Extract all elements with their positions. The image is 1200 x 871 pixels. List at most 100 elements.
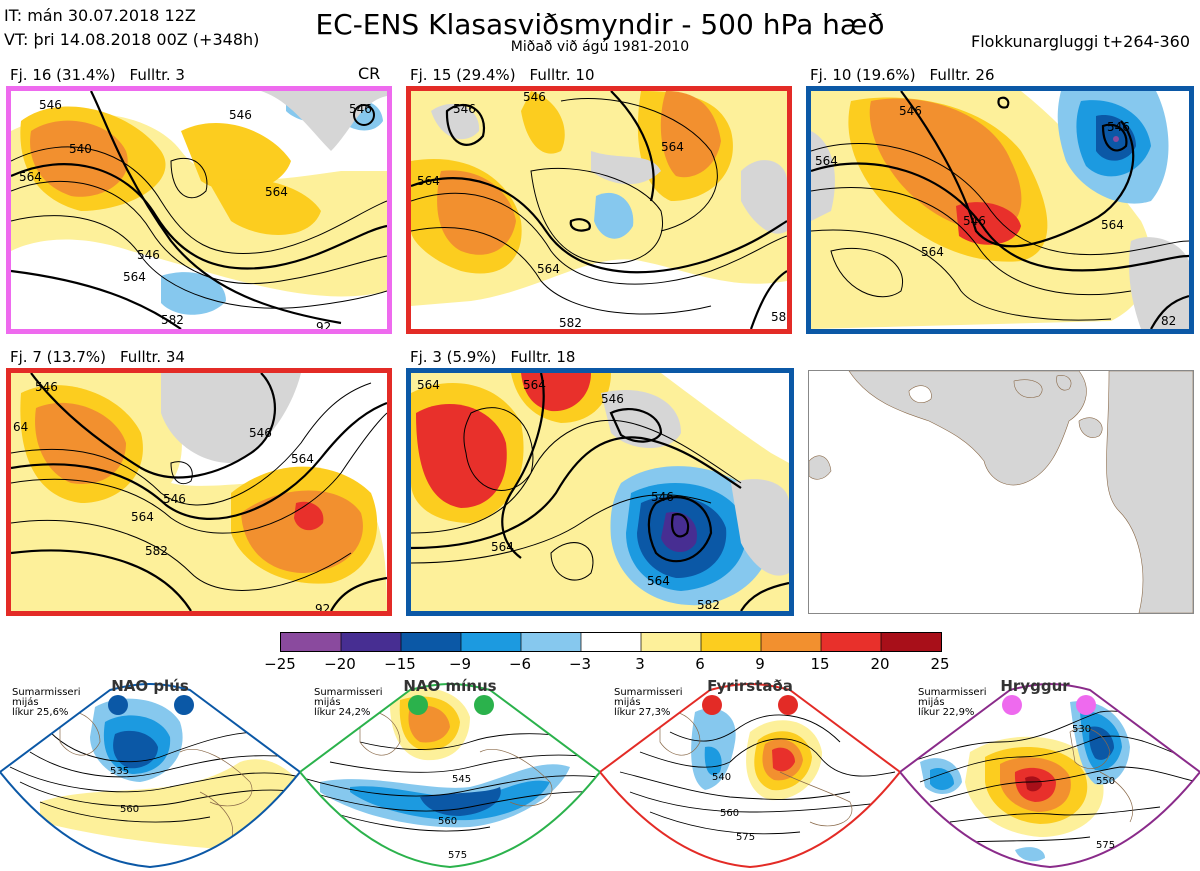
cluster-1-members: Fulltr. 3 bbox=[129, 66, 185, 84]
contour-label: 64 bbox=[13, 420, 28, 434]
cluster-4-label: Fj. 7 (13.7%) Fulltr. 34 bbox=[10, 348, 199, 366]
contour-label: 564 bbox=[1101, 218, 1124, 232]
regime-nao-minus: 545 560 575 NAO mínus Sumarmisseri mijás… bbox=[300, 672, 600, 871]
regime-season: Sumarmisseri bbox=[918, 687, 987, 698]
contour-label: 546 bbox=[899, 104, 922, 118]
contour-label: 564 bbox=[661, 140, 684, 154]
contour-label: 546 bbox=[349, 102, 372, 116]
regime-season: Sumarmisseri bbox=[614, 687, 683, 698]
regime-contour-label: 550 bbox=[1096, 776, 1115, 787]
cluster-1-tag: CR bbox=[358, 64, 381, 83]
contour-label: 92 bbox=[315, 602, 330, 611]
cluster-5-members: Fulltr. 18 bbox=[510, 348, 576, 366]
contour-label: 546 bbox=[453, 102, 476, 116]
color-bar-tick-label: −20 bbox=[324, 655, 356, 673]
contour-label: 546 bbox=[249, 426, 272, 440]
color-bar-tick-label: 9 bbox=[755, 655, 765, 673]
regime-meta: Sumarmisseri mijás líkur 27,3% bbox=[614, 688, 682, 718]
contour-label: 582 bbox=[697, 598, 720, 611]
color-bar-swatch bbox=[701, 633, 762, 651]
cluster-4-id: Fj. 7 (13.7%) bbox=[10, 348, 106, 366]
regime-contour-label: 560 bbox=[438, 816, 457, 827]
contour-label: 564 bbox=[921, 245, 944, 259]
valid-time: VT: þri 14.08.2018 00Z (+348h) bbox=[4, 30, 260, 49]
contour-label: 582 bbox=[145, 544, 168, 558]
color-bar-tick-label: −9 bbox=[448, 655, 472, 673]
contour-label: 546 bbox=[229, 108, 252, 122]
contour-label: 564 bbox=[647, 574, 670, 588]
regime-nao-plus: 535 560 NAO plús Sumarmisseri mijás líku… bbox=[0, 672, 300, 871]
color-bar-tick-label: 20 bbox=[870, 655, 890, 673]
contour-label: 564 bbox=[19, 170, 42, 184]
regime-probability: líkur 22,9% bbox=[918, 707, 975, 718]
color-bar-swatch bbox=[881, 633, 941, 651]
regime-probability: líkur 25,6% bbox=[12, 707, 69, 718]
regime-contour-label: 575 bbox=[1096, 840, 1115, 851]
regime-period: mijás bbox=[614, 697, 641, 708]
contour-label: 582 bbox=[559, 316, 582, 329]
regime-meta: Sumarmisseri mijás líkur 22,9% bbox=[918, 688, 986, 718]
cluster-1-label: Fj. 16 (31.4%) Fulltr. 3 bbox=[10, 66, 199, 84]
contour-label: 564 bbox=[417, 174, 440, 188]
color-bar-swatch bbox=[461, 633, 522, 651]
color-bar-swatch bbox=[641, 633, 702, 651]
contour-label: 564 bbox=[291, 452, 314, 466]
regime-meta: Sumarmisseri mijás líkur 25,6% bbox=[12, 688, 80, 718]
contour-label: 546 bbox=[1107, 120, 1130, 134]
regime-contour-label: 535 bbox=[110, 766, 129, 777]
cluster-4-members: Fulltr. 34 bbox=[120, 348, 185, 366]
contour-label: 546 bbox=[137, 248, 160, 262]
color-bar-tick-label: −25 bbox=[264, 655, 296, 673]
cluster-5-id: Fj. 3 (5.9%) bbox=[410, 348, 497, 366]
cluster-2-members: Fulltr. 10 bbox=[529, 66, 595, 84]
contour-label: 564 bbox=[417, 378, 440, 392]
contour-label: 582 bbox=[161, 313, 184, 327]
regime-contour-label: 560 bbox=[720, 808, 739, 819]
contour-label: 546 bbox=[651, 490, 674, 504]
contour-label: 564 bbox=[265, 185, 288, 199]
cluster-2-label: Fj. 15 (29.4%) Fulltr. 10 bbox=[410, 66, 609, 84]
cluster-3-label: Fj. 10 (19.6%) Fulltr. 26 bbox=[810, 66, 1009, 84]
contour-label: 92 bbox=[316, 320, 331, 329]
cluster-5-label: Fj. 3 (5.9%) Fulltr. 18 bbox=[410, 348, 589, 366]
color-bar-tick-label: 6 bbox=[695, 655, 705, 673]
regime-row: 535 560 NAO plús Sumarmisseri mijás líku… bbox=[0, 672, 1200, 871]
color-bar-tick-label: 3 bbox=[635, 655, 645, 673]
regime-period: mijás bbox=[918, 697, 945, 708]
page-title: EC-ENS Klasasviðsmyndir - 500 hPa hæð bbox=[315, 8, 885, 41]
page-subtitle: Miðað við ágú 1981-2010 bbox=[510, 39, 690, 55]
regime-title: NAO plús bbox=[111, 677, 189, 695]
regime-title: Fyrirstaða bbox=[707, 677, 793, 695]
regime-season: Sumarmisseri bbox=[314, 687, 383, 698]
contour-label: 564 bbox=[123, 270, 146, 284]
cluster-4-map: 546 64 546 546 564 564 582 92 bbox=[6, 368, 392, 616]
regime-contour-label: 575 bbox=[448, 850, 467, 861]
regime-probability: líkur 24,2% bbox=[314, 707, 371, 718]
contour-label: 82 bbox=[1161, 314, 1176, 328]
regime-title: NAO mínus bbox=[403, 677, 497, 695]
regime-contour-label: 540 bbox=[712, 772, 731, 783]
cluster-5-map: 564 564 546 546 564 564 582 bbox=[406, 368, 794, 616]
color-bar-swatch bbox=[821, 633, 882, 651]
contour-label: 564 bbox=[523, 378, 546, 392]
color-bar-swatch bbox=[281, 633, 342, 651]
initial-time: IT: mán 30.07.2018 12Z bbox=[4, 6, 196, 25]
color-bar bbox=[280, 632, 942, 652]
classification-window: Flokkunargluggi t+264-360 bbox=[971, 32, 1190, 51]
contour-label: 540 bbox=[69, 142, 92, 156]
contour-label: 564 bbox=[537, 262, 560, 276]
color-bar-swatch bbox=[521, 633, 582, 651]
regime-contour-label: 560 bbox=[120, 804, 139, 815]
regime-title: Hryggur bbox=[1000, 677, 1070, 695]
cluster-1-map: 546 540 546 546 564 564 546 564 582 92 bbox=[6, 86, 392, 334]
contour-label: 546 bbox=[963, 214, 986, 228]
regime-contour-label: 530 bbox=[1072, 724, 1091, 735]
color-bar-swatch bbox=[341, 633, 402, 651]
color-bar-swatch bbox=[761, 633, 822, 651]
contour-label: 546 bbox=[163, 492, 186, 506]
regime-period: mijás bbox=[12, 697, 39, 708]
cluster-1-id: Fj. 16 (31.4%) bbox=[10, 66, 116, 84]
color-bar-tick-label: 25 bbox=[930, 655, 950, 673]
contour-label: 564 bbox=[491, 540, 514, 554]
cluster-3-map: 546 564 546 546 564 564 82 bbox=[806, 86, 1194, 334]
